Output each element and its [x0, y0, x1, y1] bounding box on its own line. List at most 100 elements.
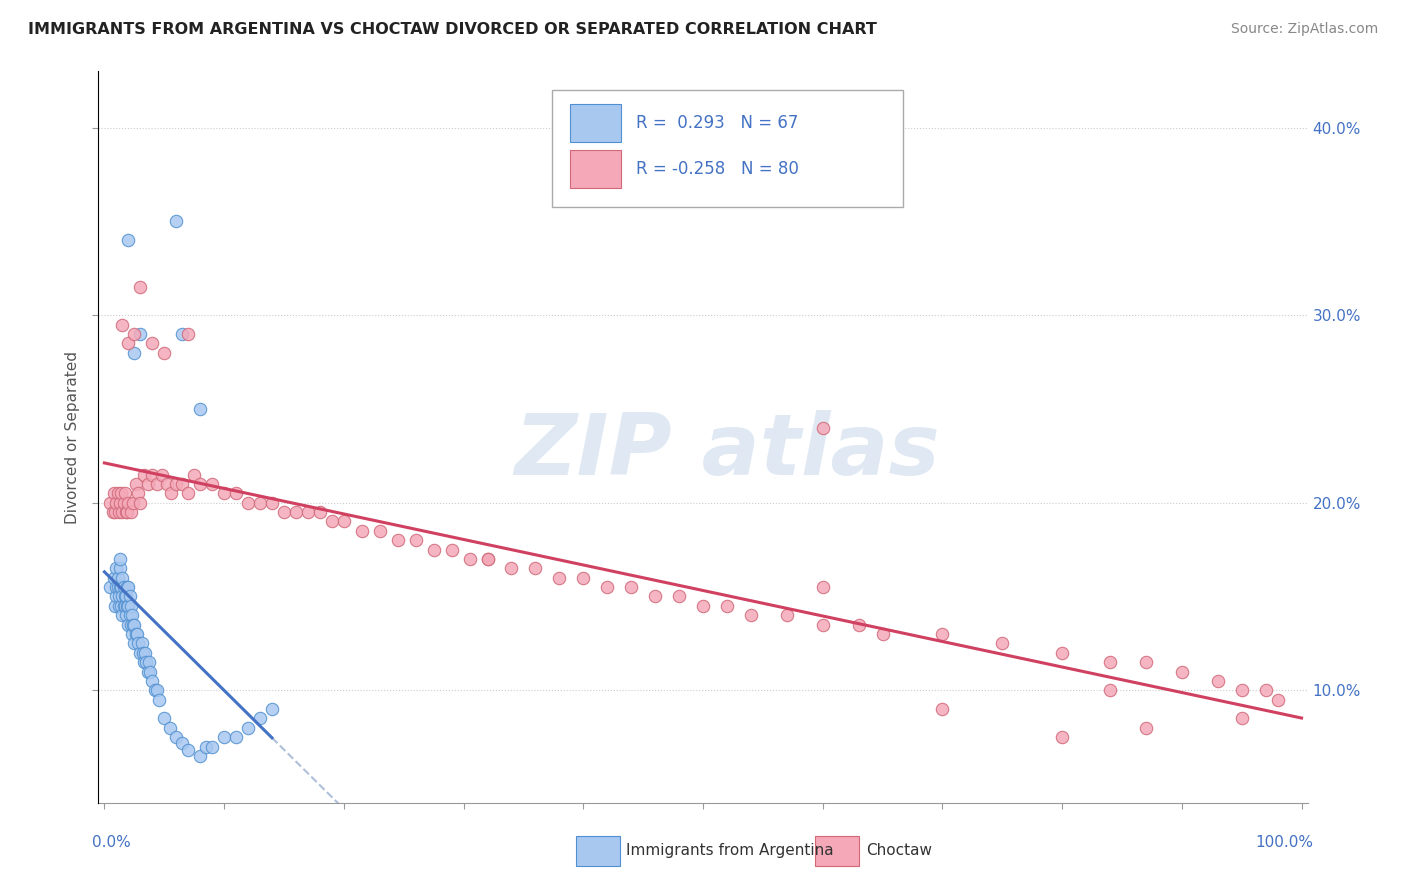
- Point: [156, 477, 179, 491]
- Point: [150, 467, 173, 482]
- Point: [1267, 692, 1289, 706]
- Point: [201, 739, 224, 754]
- Point: [644, 590, 666, 604]
- Point: [100, 580, 122, 594]
- Point: [111, 571, 134, 585]
- Point: [309, 505, 332, 519]
- Point: [107, 505, 129, 519]
- Text: ZIP atlas: ZIP atlas: [515, 410, 941, 493]
- Point: [811, 617, 834, 632]
- Point: [811, 580, 834, 594]
- Point: [114, 590, 136, 604]
- Point: [1254, 683, 1277, 698]
- Point: [405, 533, 427, 548]
- Point: [120, 505, 142, 519]
- Point: [105, 580, 128, 594]
- Point: [129, 496, 152, 510]
- Point: [112, 496, 135, 510]
- Point: [212, 486, 235, 500]
- Point: [1230, 683, 1253, 698]
- Text: 100.0%: 100.0%: [1256, 835, 1313, 850]
- Point: [105, 590, 128, 604]
- Point: [422, 542, 444, 557]
- Point: [121, 627, 143, 641]
- Point: [117, 617, 139, 632]
- Point: [124, 617, 146, 632]
- Point: [124, 345, 146, 359]
- Point: [127, 636, 149, 650]
- Point: [112, 599, 135, 613]
- Point: [146, 683, 169, 698]
- Point: [776, 608, 799, 623]
- Point: [297, 505, 319, 519]
- Point: [368, 524, 391, 538]
- Point: [122, 617, 145, 632]
- Point: [108, 552, 131, 566]
- Point: [114, 599, 136, 613]
- Text: Source: ZipAtlas.com: Source: ZipAtlas.com: [1230, 22, 1378, 37]
- Point: [165, 214, 187, 228]
- Point: [225, 730, 247, 744]
- Point: [212, 730, 235, 744]
- Point: [458, 552, 481, 566]
- Point: [112, 580, 135, 594]
- Point: [129, 280, 152, 294]
- Point: [165, 477, 187, 491]
- Point: [134, 646, 156, 660]
- Point: [172, 736, 194, 750]
- Point: [201, 477, 224, 491]
- Point: [177, 486, 200, 500]
- Point: [110, 486, 132, 500]
- Point: [548, 571, 571, 585]
- Point: [1230, 711, 1253, 725]
- Point: [931, 627, 953, 641]
- Point: [177, 743, 200, 757]
- Point: [260, 702, 283, 716]
- Point: [124, 627, 146, 641]
- Point: [153, 345, 176, 359]
- Point: [107, 599, 129, 613]
- Point: [132, 646, 155, 660]
- Point: [524, 561, 547, 575]
- Point: [108, 496, 131, 510]
- Point: [1099, 655, 1122, 669]
- Point: [440, 542, 463, 557]
- Point: [183, 467, 205, 482]
- Point: [143, 683, 166, 698]
- Point: [111, 505, 134, 519]
- Point: [195, 739, 218, 754]
- Point: [108, 561, 131, 575]
- Point: [716, 599, 738, 613]
- Point: [740, 608, 762, 623]
- Text: R =  0.293   N = 67: R = 0.293 N = 67: [637, 114, 799, 132]
- Point: [620, 580, 643, 594]
- Point: [127, 486, 149, 500]
- Point: [124, 477, 146, 491]
- Point: [132, 467, 155, 482]
- Point: [104, 599, 127, 613]
- Point: [141, 336, 163, 351]
- FancyBboxPatch shape: [569, 104, 621, 143]
- Point: [117, 336, 139, 351]
- Point: [111, 590, 134, 604]
- Point: [108, 580, 131, 594]
- Point: [596, 580, 619, 594]
- Point: [129, 326, 152, 341]
- Point: [117, 496, 139, 510]
- Point: [115, 580, 138, 594]
- Point: [1171, 665, 1194, 679]
- Point: [1135, 655, 1157, 669]
- Point: [572, 571, 595, 585]
- Point: [110, 599, 132, 613]
- Point: [122, 496, 145, 510]
- Point: [477, 552, 499, 566]
- Point: [188, 401, 211, 416]
- Point: [188, 477, 211, 491]
- Point: [225, 486, 247, 500]
- Point: [107, 580, 129, 594]
- Point: [668, 590, 690, 604]
- Point: [153, 711, 176, 725]
- Point: [136, 477, 159, 491]
- Point: [132, 655, 155, 669]
- Point: [1050, 730, 1073, 744]
